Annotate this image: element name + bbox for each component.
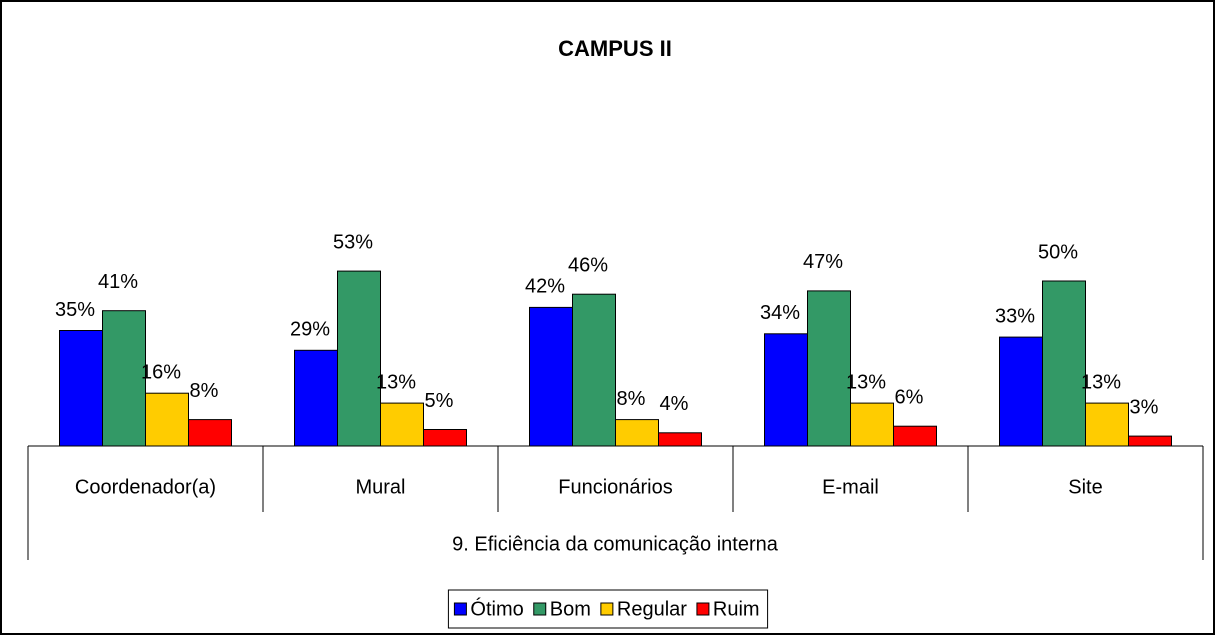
legend-label: Ótimo <box>470 597 523 620</box>
data-label: 33% <box>995 305 1035 327</box>
bar <box>807 290 851 447</box>
bar <box>188 419 232 447</box>
bar <box>102 310 146 447</box>
data-label: 16% <box>141 361 181 383</box>
bar <box>1128 435 1172 447</box>
legend-swatch <box>600 602 614 616</box>
data-label: 47% <box>803 251 843 273</box>
data-label: 29% <box>290 319 330 341</box>
legend-label: Regular <box>617 598 687 620</box>
bar <box>850 402 894 447</box>
data-label: 4% <box>660 393 689 415</box>
bar <box>893 425 937 447</box>
bar <box>658 432 702 447</box>
bar <box>59 330 103 447</box>
x-tick-label: Mural <box>355 476 405 498</box>
data-label: 41% <box>98 271 138 293</box>
data-label: 34% <box>760 302 800 324</box>
bar <box>337 270 381 447</box>
data-label: 13% <box>1081 371 1121 393</box>
x-axis-label: 9. Eficiência da comunicação interna <box>452 533 779 555</box>
bar <box>615 419 659 447</box>
legend-swatch <box>453 602 467 616</box>
data-label: 35% <box>55 299 95 321</box>
x-tick-label: Coordenador(a) <box>75 476 216 498</box>
bar <box>423 429 467 447</box>
data-label: 13% <box>376 371 416 393</box>
bar <box>529 306 573 447</box>
bar <box>145 392 189 447</box>
x-tick-label: Site <box>1068 476 1102 498</box>
x-tick-label: Funcionários <box>558 476 673 498</box>
data-label: 3% <box>1130 396 1159 418</box>
data-label: 6% <box>895 386 924 408</box>
bar <box>572 293 616 447</box>
bar <box>294 349 338 447</box>
data-label: 53% <box>333 231 373 253</box>
data-label: 8% <box>190 380 219 402</box>
bar <box>1042 280 1086 447</box>
legend-swatch <box>533 602 547 616</box>
data-label: 8% <box>617 388 646 410</box>
chart-title: CAMPUS II <box>558 36 672 61</box>
data-label: 5% <box>425 390 454 412</box>
data-label: 42% <box>525 276 565 298</box>
legend-label: Ruim <box>713 598 760 620</box>
data-label: 46% <box>568 254 608 276</box>
data-label: 50% <box>1038 241 1078 263</box>
data-label: 13% <box>846 371 886 393</box>
x-tick-label: E-mail <box>822 476 879 498</box>
bar <box>1085 402 1129 447</box>
bar <box>764 333 808 447</box>
legend-label: Bom <box>550 598 591 620</box>
bar <box>999 336 1043 447</box>
bar <box>380 402 424 447</box>
legend-swatch <box>696 602 710 616</box>
